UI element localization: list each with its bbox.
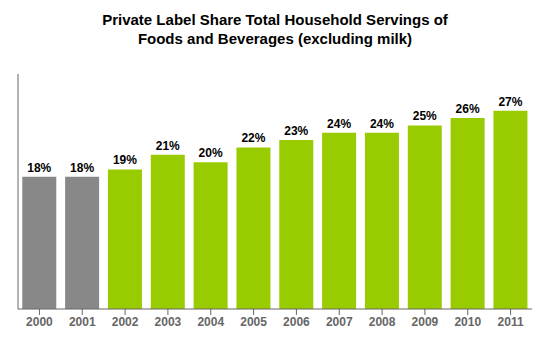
svg-text:24%: 24% bbox=[370, 117, 394, 131]
svg-text:2011: 2011 bbox=[498, 315, 524, 329]
svg-text:2008: 2008 bbox=[369, 315, 396, 329]
svg-text:2005: 2005 bbox=[240, 315, 267, 329]
svg-text:2010: 2010 bbox=[454, 315, 481, 329]
svg-text:21%: 21% bbox=[156, 139, 180, 153]
html-text:Private Label Share Total Hous: Private Label Share Total Household Serv… bbox=[102, 11, 448, 47]
svg-text:2003: 2003 bbox=[155, 315, 182, 329]
svg-text:25%: 25% bbox=[413, 109, 437, 123]
svg-text:2000: 2000 bbox=[26, 315, 53, 329]
svg-text:20%: 20% bbox=[199, 146, 223, 160]
svg-text:27%: 27% bbox=[498, 95, 522, 109]
svg-text:22%: 22% bbox=[241, 131, 265, 145]
svg-text:24%: 24% bbox=[327, 117, 351, 131]
svg-text:2002: 2002 bbox=[112, 315, 139, 329]
svg-text:23%: 23% bbox=[284, 124, 308, 138]
svg-text:2006: 2006 bbox=[283, 315, 310, 329]
svg-text:26%: 26% bbox=[456, 102, 480, 116]
svg-text:18%: 18% bbox=[70, 161, 94, 175]
svg-text:2001: 2001 bbox=[69, 315, 96, 329]
svg-text:2004: 2004 bbox=[197, 315, 224, 329]
svg-text:2009: 2009 bbox=[412, 315, 439, 329]
svg-text:2007: 2007 bbox=[326, 315, 353, 329]
svg-text:19%: 19% bbox=[113, 153, 137, 167]
svg-text:18%: 18% bbox=[27, 161, 51, 175]
